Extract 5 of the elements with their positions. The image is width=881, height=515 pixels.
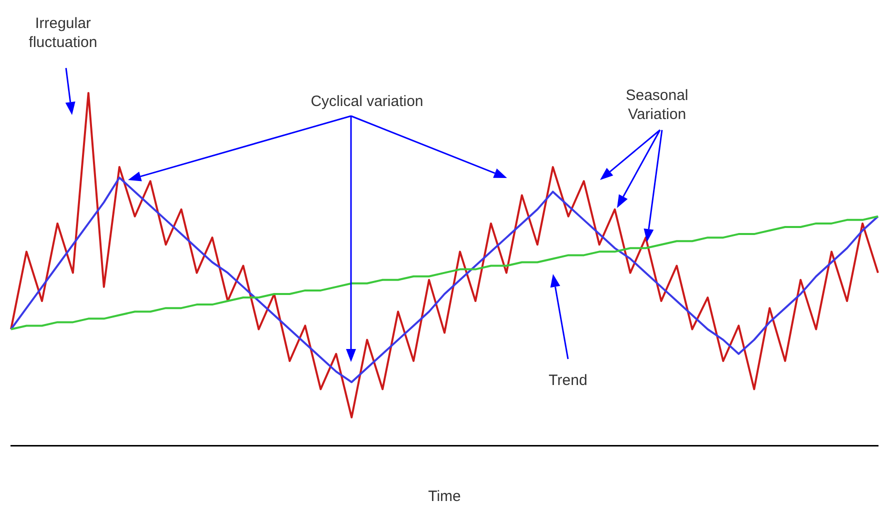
annotation: Seasonal Variation	[626, 86, 688, 124]
x-axis-title: Time	[428, 488, 461, 506]
text: Irregular fluctuation	[28, 14, 98, 52]
annotation: Trend	[548, 371, 588, 390]
annotation: Cyclical variation	[310, 92, 424, 111]
